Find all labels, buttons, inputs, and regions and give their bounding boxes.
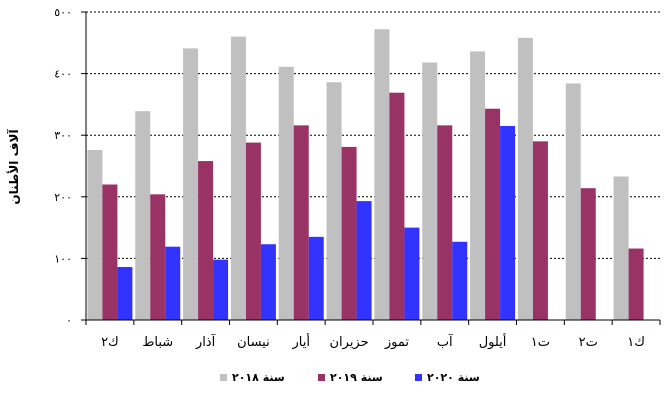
- legend: سنة ٢٠١٨ سنة ٢٠١٩ سنة ٢٠٢٠: [220, 371, 480, 384]
- bar: [260, 244, 276, 320]
- axes: [81, 11, 661, 325]
- bar: [150, 194, 166, 320]
- bar: [278, 66, 294, 320]
- bar: [87, 149, 103, 320]
- y-tick-label: ١٠٠: [54, 252, 72, 265]
- legend-label: سنة ٢٠١٩: [330, 371, 383, 384]
- bar: [102, 184, 118, 320]
- x-tick-label: أيلول: [479, 333, 507, 350]
- bar: [117, 267, 133, 320]
- x-tick-label: آب: [437, 333, 454, 350]
- bar: [356, 201, 372, 320]
- bar: [500, 125, 516, 321]
- x-tick-labels: ك٢ شباط آذار نيسان أيار حزيران تموز آب أيلول ت١ ت٢…: [101, 333, 645, 350]
- bar: [422, 62, 438, 321]
- x-tick-label: ك١: [627, 335, 645, 350]
- x-tick-label: ت١: [531, 335, 550, 350]
- y-tick-label: ٣٠٠: [54, 129, 72, 142]
- y-tick-label: ٠: [66, 314, 72, 327]
- x-tick-label: أيار: [292, 333, 310, 350]
- bar: [613, 176, 629, 320]
- y-tick-label: ٢٠٠: [54, 191, 72, 204]
- y-axis-label: آلاف الأطنان: [6, 129, 21, 205]
- y-tick-labels: ٠ ١٠٠ ٢٠٠ ٣٠٠ ٤٠٠ ٥٠٠: [54, 6, 72, 327]
- bar: [565, 83, 581, 321]
- bar: [308, 236, 324, 320]
- bar: [389, 92, 405, 320]
- x-tick-label: آذار: [195, 333, 217, 350]
- bar: [293, 125, 309, 321]
- bar: [135, 111, 151, 321]
- x-tick-label: حزيران: [329, 335, 368, 350]
- legend-swatch: [415, 374, 422, 381]
- bar: [341, 146, 357, 320]
- bar: [245, 142, 261, 320]
- bar: [628, 248, 644, 320]
- bar: [532, 141, 548, 320]
- bar: [437, 125, 453, 321]
- bar: [517, 37, 533, 320]
- legend-swatch: [318, 374, 325, 381]
- bar: [213, 259, 229, 320]
- x-tick-label: نيسان: [237, 335, 270, 350]
- y-tick-label: ٤٠٠: [54, 68, 72, 81]
- bar: [485, 108, 501, 320]
- legend-label: سنة ٢٠٢٠: [427, 371, 480, 384]
- bar: [580, 188, 596, 320]
- bar: [452, 241, 468, 320]
- bar-groups: [87, 29, 644, 321]
- bar: [165, 246, 181, 320]
- bar: [198, 161, 214, 320]
- bar: [470, 51, 486, 320]
- x-tick-label: شباط: [142, 335, 173, 350]
- legend-label: سنة ٢٠١٨: [232, 371, 285, 384]
- y-tick-label: ٥٠٠: [54, 6, 72, 19]
- bar: [404, 227, 420, 320]
- x-tick-label: تموز: [384, 335, 410, 350]
- bar: [230, 36, 246, 320]
- bar: [183, 48, 199, 321]
- bar: [326, 82, 342, 320]
- x-tick-label: ك٢: [101, 335, 119, 350]
- bar: [374, 29, 390, 321]
- x-tick-label: ت٢: [579, 335, 598, 350]
- legend-swatch: [220, 374, 227, 381]
